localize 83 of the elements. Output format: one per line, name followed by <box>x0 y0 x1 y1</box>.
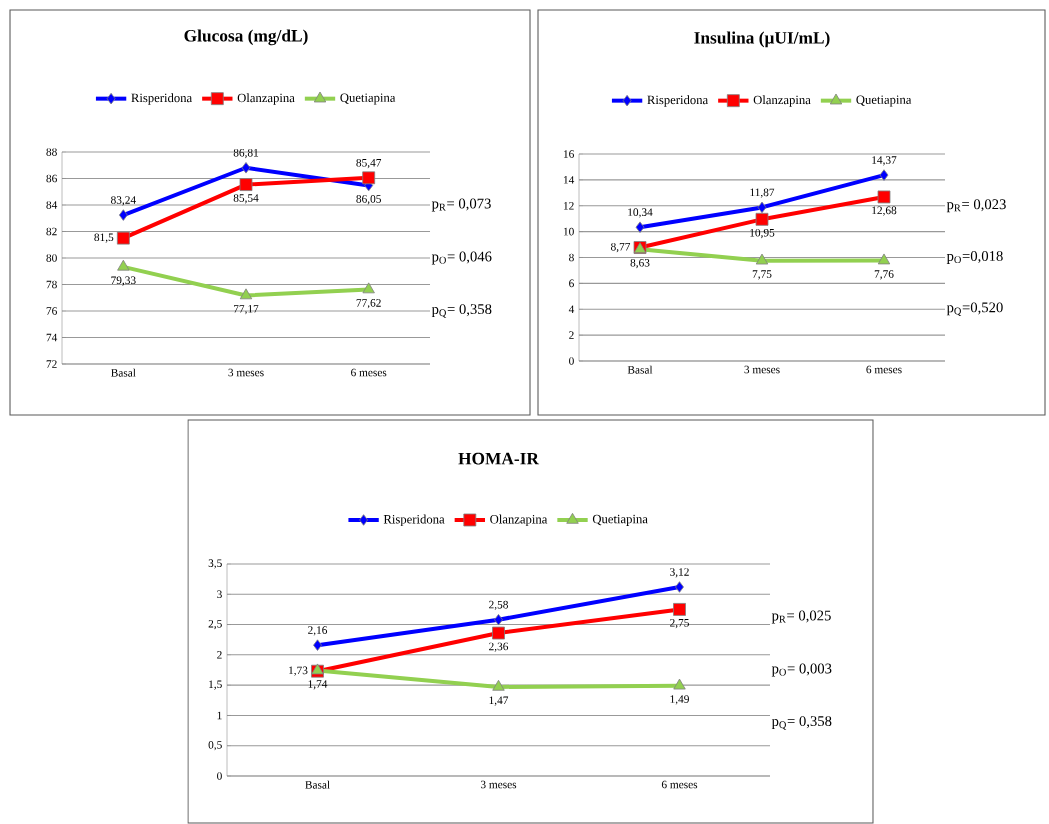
data-label: 8,63 <box>630 258 650 269</box>
data-label: 77,62 <box>356 299 381 309</box>
y-tick-label: 78 <box>46 280 57 289</box>
data-label: 85,47 <box>356 158 382 169</box>
x-tick-label: Basal <box>111 368 136 377</box>
legend-label: Quetiapina <box>856 95 912 107</box>
y-tick-label: 86 <box>46 174 57 183</box>
x-tick-label: 3 meses <box>228 368 264 377</box>
y-tick-label: 88 <box>46 148 57 156</box>
y-tick-label: 84 <box>46 201 58 209</box>
data-label: 14,37 <box>872 156 897 166</box>
y-tick-label: 14 <box>563 176 575 184</box>
y-tick-label: 2,5 <box>208 619 222 630</box>
legend-label: Olanzapina <box>490 514 548 527</box>
y-tick-label: 76 <box>46 307 57 315</box>
y-tick-label: 3 <box>217 590 222 599</box>
data-label: 83,24 <box>111 196 136 206</box>
data-label: 11,87 <box>750 188 775 198</box>
y-tick-label: 80 <box>46 254 57 262</box>
y-tick-label: 72 <box>46 360 57 368</box>
x-tick-label: Basal <box>305 780 330 789</box>
chart-title: Glucosa (mg/dL) <box>184 29 308 46</box>
data-label: 86,81 <box>233 148 259 159</box>
x-tick-label: 6 meses <box>661 780 698 789</box>
text: p$_{R}$= 0,073 <box>431 198 491 212</box>
x-tick-label: Basal <box>627 365 653 374</box>
text: p$_{R}$= 0,023 <box>946 199 1006 213</box>
y-tick-label: 0,5 <box>208 741 222 751</box>
y-tick-label: 2 <box>217 651 222 659</box>
text: p$_{Q}$= 0,358 <box>431 304 492 318</box>
y-tick-label: 6 <box>569 279 574 288</box>
legend-label: Quetiapina <box>592 514 648 526</box>
data-label: 1,49 <box>670 695 689 705</box>
text: p$_{O}$=0,018 <box>946 251 1003 264</box>
y-tick-label: 12 <box>563 201 574 210</box>
data-label: 2,16 <box>308 626 328 636</box>
data-label: 2,58 <box>489 600 508 611</box>
data-label: 86,05 <box>356 195 381 205</box>
x-tick-label: 3 meses <box>480 780 517 789</box>
data-label: 79,33 <box>111 276 136 286</box>
legend-label: Risperidona <box>131 93 192 105</box>
data-label: 10,95 <box>750 228 775 239</box>
data-label: 85,54 <box>233 194 259 204</box>
text: p$_{Q}$=0,520 <box>946 302 1003 317</box>
y-tick-label: 1,5 <box>209 680 222 690</box>
legend-label: Olanzapina <box>237 93 295 105</box>
chart-title: Insulina (µUI/mL) <box>694 31 830 48</box>
data-label: 1,73 <box>289 666 308 676</box>
data-label: 2,75 <box>670 619 689 629</box>
y-tick-label: 8 <box>569 253 574 262</box>
y-tick-label: 10 <box>563 227 574 236</box>
x-tick-label: 6 meses <box>866 365 902 374</box>
data-label: 8,77 <box>611 242 631 253</box>
y-tick-label: 3,5 <box>208 559 222 569</box>
data-label: 7,76 <box>874 270 894 280</box>
data-label: 10,34 <box>628 208 653 218</box>
y-tick-label: 0 <box>569 357 574 365</box>
data-label: 81,5 <box>94 233 114 243</box>
y-tick-label: 4 <box>568 305 575 313</box>
y-tick-label: 0 <box>217 772 222 780</box>
y-tick-label: 82 <box>46 227 57 236</box>
text: p$_{O}$= 0,046 <box>431 251 492 265</box>
y-tick-label: 1 <box>217 711 222 720</box>
y-tick-label: 16 <box>563 150 574 158</box>
legend-label: Risperidona <box>647 95 708 107</box>
data-label: 1,47 <box>489 696 509 706</box>
x-tick-label: 3 meses <box>744 365 780 374</box>
data-label: 3,12 <box>670 568 689 578</box>
legend-label: Olanzapina <box>753 95 811 107</box>
data-label: 2,36 <box>489 642 509 652</box>
data-label: 12,68 <box>872 206 897 216</box>
text: p$_{Q}$= 0,358 <box>771 716 832 730</box>
data-label: 77,17 <box>234 305 259 315</box>
text: p$_{R}$= 0,025 <box>771 610 831 624</box>
data-label: 1,74 <box>308 680 328 690</box>
legend-label: Quetiapina <box>340 93 396 105</box>
text: p$_{O}$= 0,003 <box>771 663 832 677</box>
chart-title: HOMA-IR <box>458 452 540 465</box>
x-tick-label: 6 meses <box>351 368 387 377</box>
data-label: 7,75 <box>752 270 772 280</box>
y-tick-label: 2 <box>569 331 574 339</box>
legend-label: Risperidona <box>383 514 445 527</box>
y-tick-label: 74 <box>46 333 58 342</box>
